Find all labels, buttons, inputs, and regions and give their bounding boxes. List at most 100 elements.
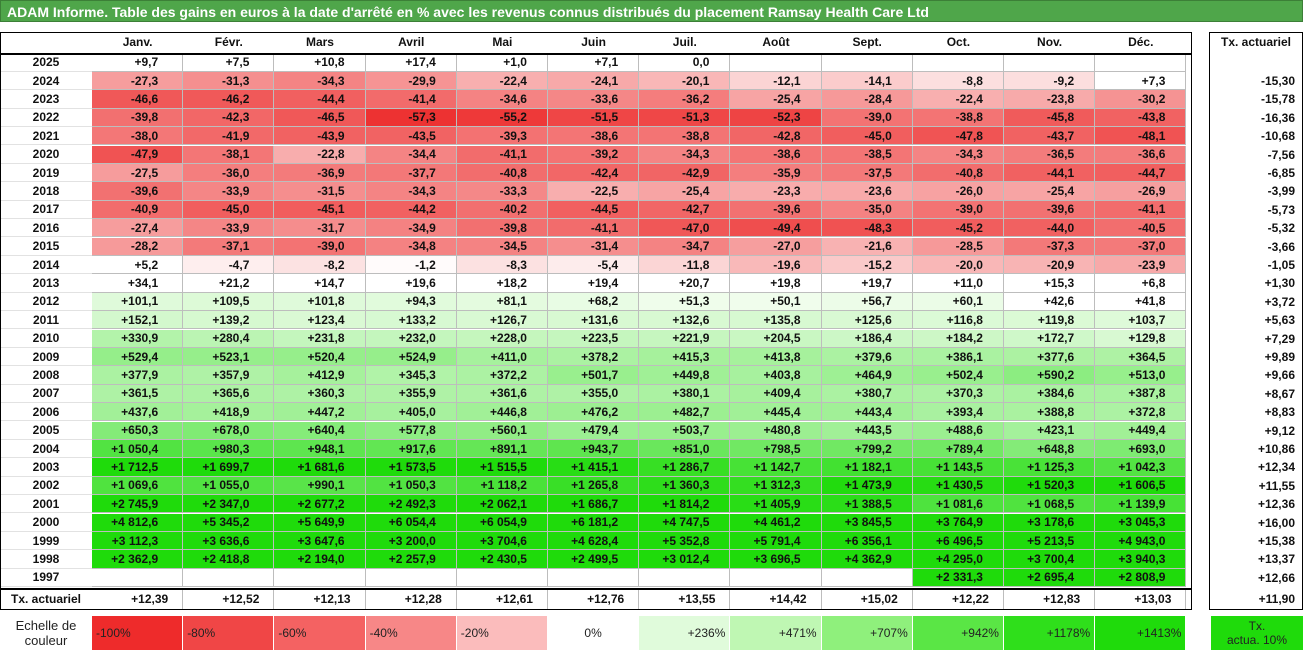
- annual-rate-cell: +9,12: [1264, 423, 1295, 438]
- footer-annual-cell: +11,90: [1258, 592, 1295, 607]
- data-cell: +172,7: [1004, 329, 1096, 348]
- data-cell: +9,7: [92, 53, 184, 72]
- data-cell: +223,5: [548, 329, 640, 348]
- data-cell: +2 808,9: [1095, 568, 1187, 588]
- data-cell: -38,1: [183, 145, 275, 164]
- report-title: ADAM Informe. Table des gains en euros à…: [0, 0, 1303, 22]
- data-cell: +361,6: [456, 384, 548, 404]
- data-cell: -44,0: [1004, 219, 1096, 238]
- data-cell: -38,5: [821, 145, 913, 164]
- year-label: 2023: [0, 90, 92, 109]
- data-cell: +980,3: [183, 439, 275, 459]
- data-cell: +3 940,3: [1095, 550, 1187, 569]
- data-cell: -24,1: [548, 71, 640, 91]
- data-cell: -8,3: [456, 255, 548, 275]
- scale-swatch: -40%: [365, 616, 456, 650]
- year-label: 2021: [0, 127, 92, 146]
- data-cell: +464,9: [821, 366, 913, 385]
- data-cell: +1 681,6: [274, 458, 366, 477]
- annual-rate-cell: -1,05: [1267, 258, 1295, 273]
- data-cell: +377,9: [92, 366, 184, 385]
- annual-header: Tx. actuariel: [1209, 32, 1303, 52]
- data-cell: +577,8: [365, 421, 457, 440]
- data-cell: -36,6: [1095, 145, 1187, 164]
- data-cell: +1 515,5: [456, 458, 548, 477]
- annual-rate-cell: +11,55: [1258, 478, 1295, 493]
- data-cell: +361,5: [92, 384, 184, 404]
- data-cell: +3 012,4: [639, 550, 731, 569]
- month-header: Avril: [365, 32, 457, 52]
- data-cell: +411,0: [456, 347, 548, 367]
- data-cell: [92, 568, 184, 588]
- data-cell: +132,6: [639, 311, 731, 330]
- year-label: 2011: [0, 311, 92, 330]
- data-cell: +2 331,3: [912, 568, 1004, 588]
- data-cell: +3 112,3: [92, 531, 184, 551]
- data-cell: +693,0: [1095, 439, 1187, 459]
- data-cell: +798,5: [730, 439, 822, 459]
- year-label: 2008: [0, 366, 92, 385]
- data-cell: +330,9: [92, 329, 184, 348]
- data-cell: +1 265,8: [548, 476, 640, 496]
- data-cell: -26,9: [1095, 182, 1187, 201]
- data-cell: -36,9: [274, 163, 366, 183]
- annual-rate-cell: -3,99: [1267, 184, 1295, 199]
- data-cell: -37,3: [1004, 237, 1096, 256]
- data-cell: +943,7: [548, 439, 640, 459]
- data-cell: +7,1: [548, 53, 640, 72]
- data-cell: +384,6: [1004, 384, 1096, 404]
- data-cell: -19,6: [730, 255, 822, 275]
- data-cell: +357,9: [183, 366, 275, 385]
- target-label-line1: Tx.: [1248, 619, 1266, 633]
- data-cell: -33,3: [456, 182, 548, 201]
- data-cell: +3 045,3: [1095, 513, 1187, 532]
- data-cell: +2 194,0: [274, 550, 366, 569]
- data-cell: +1 081,6: [912, 495, 1004, 514]
- data-cell: -5,4: [548, 255, 640, 275]
- year-label: 2010: [0, 330, 92, 348]
- data-cell: +482,7: [639, 403, 731, 422]
- data-cell: +5 649,9: [274, 513, 366, 532]
- data-cell: +640,4: [274, 421, 366, 440]
- month-header: Juin: [548, 32, 640, 52]
- data-cell: -40,8: [456, 163, 548, 183]
- data-cell: +379,6: [821, 347, 913, 367]
- data-cell: -38,8: [912, 108, 1004, 128]
- data-cell: +3 696,5: [730, 550, 822, 569]
- data-cell: +101,8: [274, 292, 366, 312]
- data-cell: +123,4: [274, 311, 366, 330]
- annual-rate-cell: +8,83: [1264, 405, 1295, 420]
- data-cell: +4 812,6: [92, 513, 184, 532]
- data-cell: +370,3: [912, 384, 1004, 404]
- data-cell: -29,9: [365, 71, 457, 91]
- data-cell: +990,1: [274, 476, 366, 496]
- year-label: 2004: [0, 440, 92, 459]
- data-cell: +513,0: [1095, 366, 1187, 385]
- data-cell: +476,2: [548, 403, 640, 422]
- data-cell: +447,2: [274, 403, 366, 422]
- data-cell: +5 352,8: [639, 531, 731, 551]
- data-cell: +650,3: [92, 421, 184, 440]
- data-cell: +2 062,1: [456, 495, 548, 514]
- year-label: 1999: [0, 532, 92, 551]
- data-cell: +413,8: [730, 347, 822, 367]
- scale-swatch: +707%: [821, 616, 912, 650]
- data-cell: +228,0: [456, 329, 548, 348]
- year-label: 2006: [0, 403, 92, 422]
- data-cell: +1 125,3: [1004, 458, 1096, 477]
- data-cell: +377,6: [1004, 347, 1096, 367]
- footer-rate-cell: +12,28: [366, 588, 457, 611]
- data-cell: +560,1: [456, 421, 548, 440]
- data-cell: +1 050,4: [92, 439, 184, 459]
- data-cell: -31,3: [183, 71, 275, 91]
- data-cell: +380,7: [821, 384, 913, 404]
- data-cell: +19,6: [365, 274, 457, 293]
- year-label: 2020: [0, 146, 92, 164]
- data-cell: [821, 568, 913, 588]
- data-cell: +103,7: [1095, 311, 1187, 330]
- data-cell: +139,2: [183, 311, 275, 330]
- data-cell: -35,0: [821, 200, 913, 220]
- data-cell: +648,8: [1004, 439, 1096, 459]
- data-cell: -37,5: [821, 163, 913, 183]
- scale-swatch: -60%: [274, 616, 365, 650]
